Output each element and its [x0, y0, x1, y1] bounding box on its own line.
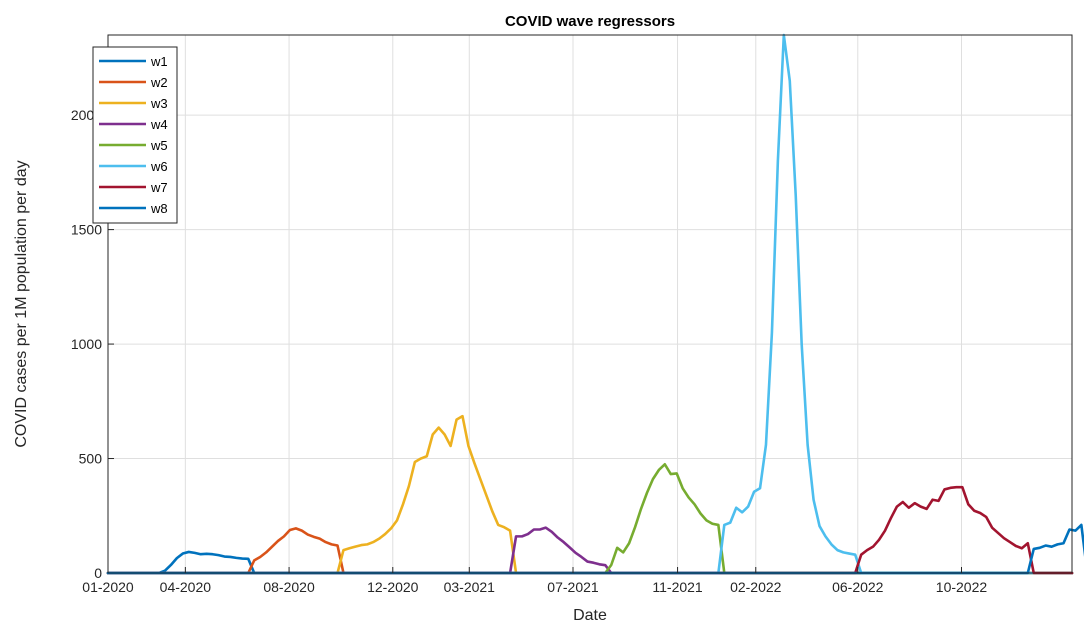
series-line-w8 [106, 523, 1084, 575]
series-line-w7 [106, 485, 1074, 575]
x-tick-label: 06-2022 [832, 579, 884, 595]
series-line-w5 [106, 462, 1074, 575]
y-tick-label: 1500 [71, 222, 102, 238]
x-tick-label: 01-2020 [82, 579, 134, 595]
y-axis-label: COVID cases per 1M population per day [13, 160, 30, 447]
x-tick-label: 08-2020 [263, 579, 315, 595]
x-tick-label: 07-2021 [547, 579, 599, 595]
series-line-w6 [106, 33, 1074, 575]
legend-label-w7: w7 [150, 180, 168, 195]
legend-label-w5: w5 [150, 138, 168, 153]
legend-label-w4: w4 [150, 117, 168, 132]
series-line-w4 [106, 526, 1074, 575]
x-tick-label: 03-2021 [444, 579, 496, 595]
x-axis-label: Date [573, 607, 607, 624]
y-tick-label: 1000 [71, 336, 102, 352]
x-tick-label: 11-2021 [652, 579, 703, 595]
legend-label-w2: w2 [150, 75, 168, 90]
y-tick-label: 500 [79, 451, 103, 467]
x-tick-label: 10-2022 [936, 579, 988, 595]
x-tick-label: 04-2020 [160, 579, 212, 595]
plot-frame [107, 34, 1073, 574]
legend-box [92, 46, 178, 224]
series-line-w1 [106, 550, 1074, 575]
x-tick-label: 12-2020 [367, 579, 419, 595]
legend: w1 w2 w3 w4 w5 w6 w7 w8 [92, 46, 178, 224]
plot-area [108, 35, 1072, 573]
legend-label-w6: w6 [150, 159, 168, 174]
grid [107, 35, 1072, 573]
legend-label-w3: w3 [150, 96, 168, 111]
series-line-w3 [106, 414, 1074, 575]
x-tick-label: 02-2022 [730, 579, 782, 595]
series-line-w2 [106, 527, 1074, 575]
ticks: 01-2020 04-2020 08-2020 12-2020 03-2021 07-20… [71, 107, 988, 595]
y-tick-label: 0 [94, 565, 102, 581]
legend-label-w1: w1 [150, 54, 168, 69]
chart-title: COVID wave regressors [505, 13, 675, 30]
legend-label-w8: w8 [150, 201, 168, 216]
series-layer [106, 33, 1084, 575]
